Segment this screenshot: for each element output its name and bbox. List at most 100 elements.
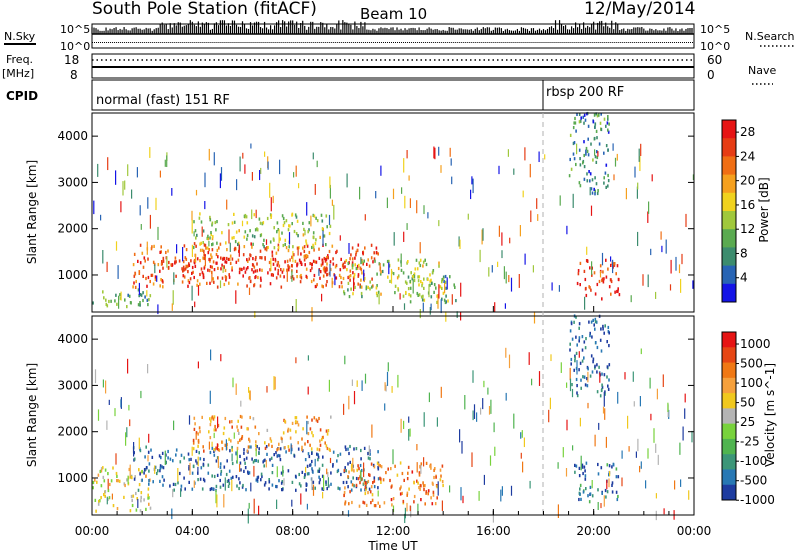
heat-cell [594, 327, 596, 331]
heat-cell [373, 476, 376, 480]
heat-cell [139, 261, 142, 265]
heat-cell [179, 471, 181, 476]
heat-cell [611, 490, 614, 494]
heat-cell [379, 504, 381, 508]
heat-cell [608, 331, 610, 335]
heat-cell [233, 220, 236, 224]
heat-cell [258, 505, 260, 516]
heat-cell [104, 468, 107, 472]
heat-cell [589, 331, 591, 335]
heat-cell [378, 293, 380, 305]
heat-cell [212, 417, 215, 421]
heat-cell [128, 467, 131, 472]
nsearch-dot [144, 42, 146, 43]
heat-cell [597, 151, 599, 157]
heat-cell [394, 284, 397, 288]
heat-cell [647, 274, 649, 288]
freq-label-2: [MHz] [2, 67, 34, 80]
nsearch-dot [184, 42, 186, 43]
heat-cell [559, 195, 561, 206]
heat-cell [155, 197, 157, 211]
heat-cell [279, 274, 282, 278]
nsearch-dot [354, 42, 356, 43]
nsearch-dot [246, 42, 248, 43]
heat-cell [308, 221, 311, 225]
heat-cell [581, 465, 584, 469]
nsearch-dot [336, 42, 338, 43]
nsearch-dot [439, 42, 441, 43]
heat-cell [240, 468, 242, 472]
heat-cell [272, 262, 275, 266]
heat-cell [575, 335, 577, 339]
heat-cell [264, 247, 266, 251]
heat-cell [419, 242, 421, 254]
heat-cell [148, 502, 150, 506]
heat-cell [216, 494, 218, 508]
colorbar-swatch [722, 138, 736, 157]
heat-cell [129, 419, 131, 427]
heat-cell [293, 229, 296, 234]
nsearch-dot [397, 42, 399, 43]
heat-cell [231, 268, 233, 272]
nsearch-dot [294, 42, 296, 43]
nsearch-dot [312, 42, 314, 43]
heat-cell [334, 265, 337, 269]
heat-cell [143, 498, 145, 502]
heat-cell [195, 449, 198, 453]
heat-cell [579, 163, 582, 167]
heat-cell [603, 181, 605, 185]
heat-cell [394, 464, 396, 468]
heat-cell [292, 245, 294, 249]
heat-cell [585, 146, 588, 151]
heat-cell [352, 476, 354, 480]
heat-cell [180, 488, 182, 497]
heat-cell [329, 263, 331, 277]
nsearch-dot [455, 42, 457, 43]
heat-cell [409, 505, 411, 512]
heat-cell [246, 427, 248, 431]
heat-cell [303, 249, 306, 253]
heat-cell [295, 357, 297, 364]
heat-cell [144, 295, 146, 299]
heat-cell [513, 168, 515, 175]
heat-cell [259, 284, 262, 288]
heat-cell [630, 295, 632, 303]
heat-cell [131, 503, 134, 508]
heat-cell [204, 201, 206, 210]
heat-cell [319, 270, 322, 274]
heat-cell [209, 218, 212, 222]
heat-cell [531, 378, 533, 386]
heat-cell [423, 298, 426, 302]
heat-cell [143, 468, 146, 472]
colorbar-tick-label: 12 [740, 222, 755, 236]
nsearch-dot [467, 42, 469, 43]
heat-cell [337, 454, 339, 458]
heat-cell [215, 252, 218, 257]
heat-cell [578, 339, 580, 343]
heat-cell [210, 349, 212, 361]
heat-cell [154, 264, 156, 274]
heat-cell [598, 422, 600, 430]
nsearch-dot [593, 42, 595, 43]
station-title: South Pole Station (fitACF) [92, 0, 317, 19]
heat-cell [570, 357, 573, 362]
heat-cell [329, 184, 331, 199]
heat-cell [107, 472, 109, 476]
heat-cell [306, 255, 309, 259]
heat-cell [417, 279, 420, 283]
heat-cell [149, 147, 151, 158]
heat-cell [418, 473, 421, 477]
heat-cell [361, 260, 364, 264]
nsearch-dot [386, 42, 388, 43]
heat-cell [594, 366, 596, 370]
heat-cell [253, 213, 256, 217]
heat-cell [140, 495, 142, 499]
heat-cell [136, 167, 138, 178]
heat-cell [161, 279, 164, 283]
heat-cell [434, 147, 436, 160]
heat-cell [224, 416, 227, 421]
heat-cell [585, 286, 587, 291]
heat-cell [607, 384, 609, 388]
heat-cell [324, 441, 326, 445]
heat-cell [603, 151, 605, 155]
